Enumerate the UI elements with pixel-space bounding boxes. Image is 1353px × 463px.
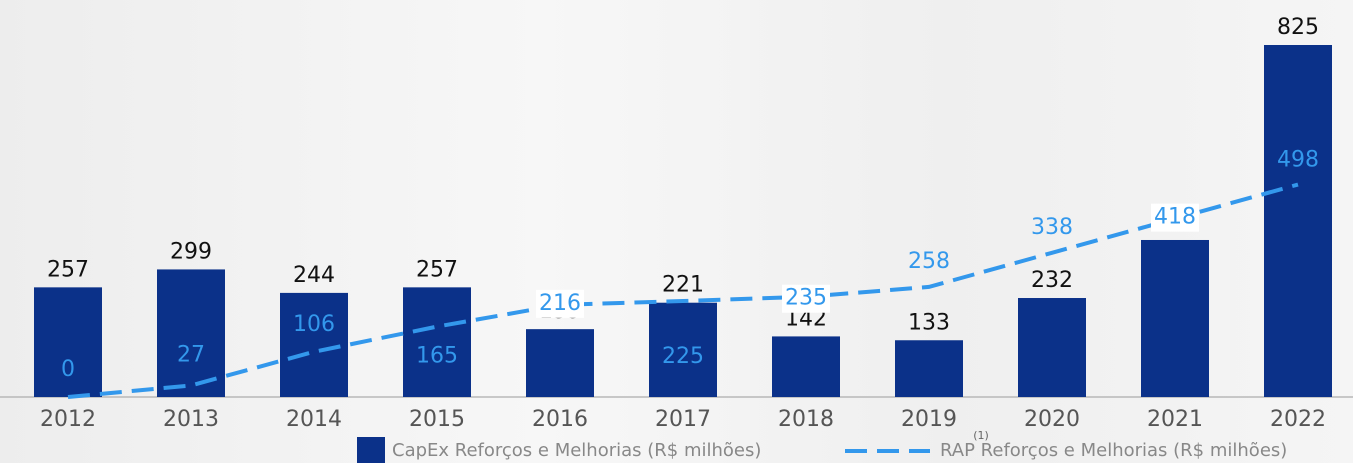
bar bbox=[34, 287, 102, 397]
bar-value-label: 299 bbox=[170, 239, 212, 264]
bar bbox=[895, 340, 963, 397]
bar-value-label: 257 bbox=[47, 257, 89, 282]
x-tick-label: 2021 bbox=[1147, 407, 1203, 432]
line-value-label: 418 bbox=[1154, 205, 1196, 230]
x-tick-label: 2018 bbox=[778, 407, 834, 432]
bar bbox=[403, 287, 471, 397]
bar-value-label: 257 bbox=[416, 257, 458, 282]
line-value-label: 216 bbox=[539, 291, 581, 316]
bar bbox=[280, 292, 348, 397]
line-value-label: 498 bbox=[1277, 148, 1319, 173]
line-value-label: 338 bbox=[1031, 215, 1073, 240]
bar bbox=[649, 302, 717, 397]
label-background bbox=[1151, 203, 1199, 232]
bar bbox=[1018, 298, 1086, 397]
line-value-label: 0 bbox=[61, 357, 75, 382]
bar-value-label: 232 bbox=[1031, 268, 1073, 293]
line-value-label: 165 bbox=[416, 344, 458, 369]
bar bbox=[157, 269, 225, 397]
line-value-label: 235 bbox=[785, 286, 827, 311]
line-value-label: 106 bbox=[293, 312, 335, 337]
label-background bbox=[536, 289, 584, 318]
bar-value-label: 244 bbox=[293, 263, 335, 288]
bar-value-label: 825 bbox=[1277, 15, 1319, 40]
bar-value-label: 221 bbox=[662, 273, 704, 298]
line-value-label: 27 bbox=[177, 342, 205, 367]
legend-label: RAP Reforços e Melhorias (R$ milhões) bbox=[940, 440, 1287, 461]
x-tick-label: 2012 bbox=[40, 407, 96, 432]
bar-value-label: 133 bbox=[908, 310, 950, 335]
line-value-label: 258 bbox=[908, 249, 950, 274]
bar bbox=[1264, 45, 1332, 397]
x-tick-label: 2016 bbox=[532, 407, 588, 432]
bar bbox=[526, 329, 594, 397]
legend-note: (1) bbox=[973, 429, 989, 442]
label-background bbox=[782, 284, 830, 313]
legend-label: CapEx Reforços e Melhorias (R$ milhões) bbox=[392, 440, 761, 461]
x-tick-label: 2013 bbox=[163, 407, 219, 432]
bar bbox=[772, 336, 840, 397]
x-tick-label: 2014 bbox=[286, 407, 342, 432]
x-tick-label: 2015 bbox=[409, 407, 465, 432]
x-tick-label: 2019 bbox=[901, 407, 957, 432]
line bbox=[67, 182, 1299, 399]
legend-swatch bbox=[357, 437, 385, 463]
x-tick-label: 2020 bbox=[1024, 407, 1080, 432]
x-tick-label: 2017 bbox=[655, 407, 711, 432]
line-value-label: 225 bbox=[662, 344, 704, 369]
bar bbox=[1141, 239, 1209, 397]
x-tick-label: 2022 bbox=[1270, 407, 1326, 432]
